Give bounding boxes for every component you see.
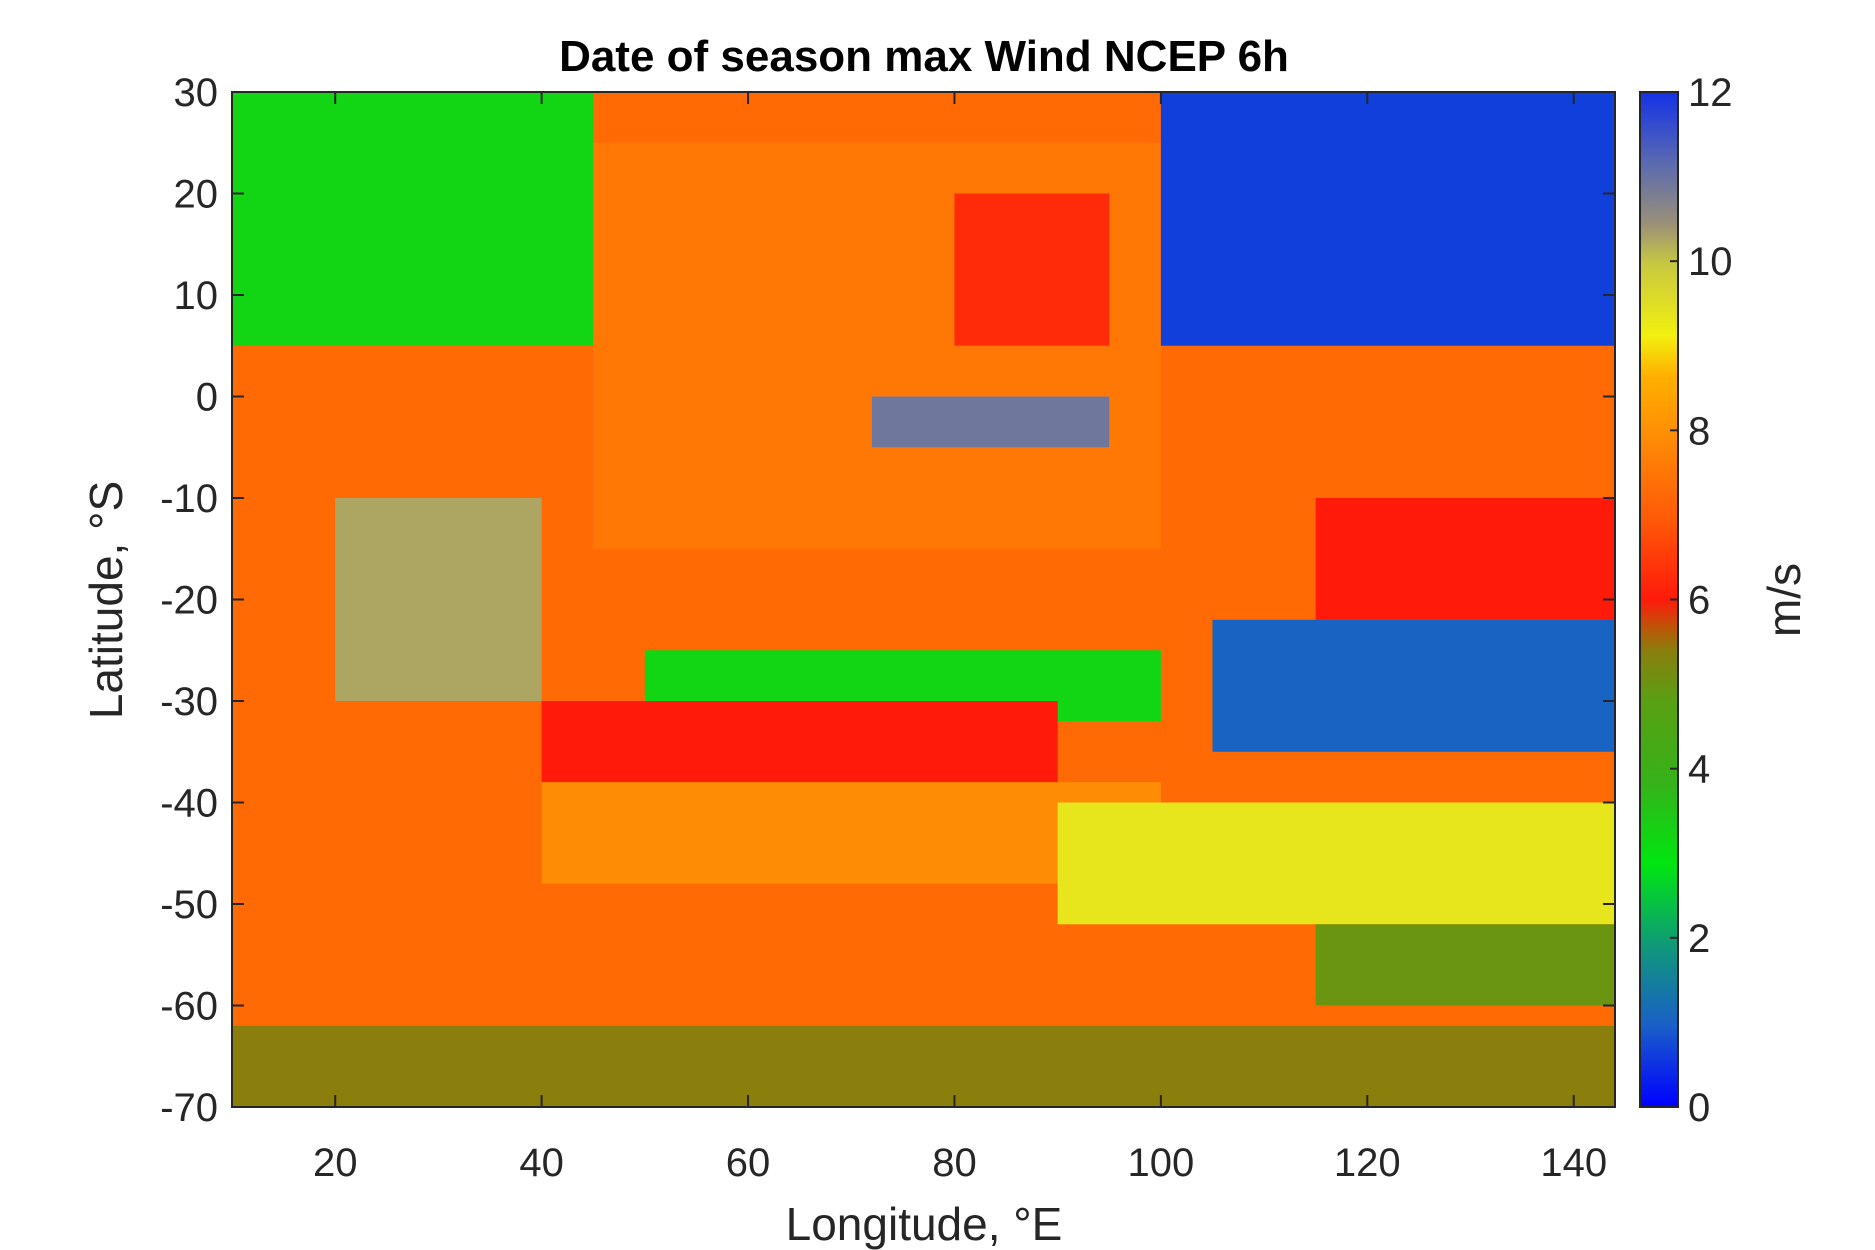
- heatmap-regions: [232, 92, 1615, 1107]
- colorbar-tick-label: 4: [1688, 748, 1710, 792]
- x-tick-label: 140: [1540, 1141, 1607, 1185]
- y-tick-label: 0: [196, 376, 218, 420]
- heatmap-cell: [335, 498, 542, 701]
- heatmap-cell: [232, 92, 594, 346]
- x-tick-label: 100: [1128, 1141, 1195, 1185]
- heatmap-cell: [1315, 498, 1615, 620]
- colorbar-label: m/s: [1758, 563, 1810, 637]
- heatmap-cell: [1212, 619, 1615, 752]
- colorbar-ticks: 0 2 4 6 8 10 12: [1670, 71, 1733, 1130]
- x-tick-label: 40: [519, 1141, 564, 1185]
- y-tick-label: -70: [160, 1086, 218, 1130]
- y-tick-label: -40: [160, 782, 218, 826]
- colorbar-tick-label: 12: [1688, 71, 1733, 115]
- heatmap-cell: [871, 396, 1110, 448]
- heatmap-cell: [1057, 802, 1615, 925]
- y-tick-label: -60: [160, 985, 218, 1029]
- heatmap-cell: [232, 1025, 1615, 1107]
- y-axis-label: Latitude, °S: [80, 481, 132, 719]
- colorbar-tick-label: 8: [1688, 409, 1710, 453]
- x-tick-label: 20: [313, 1141, 358, 1185]
- colorbar-tick-label: 10: [1688, 240, 1733, 284]
- heatmap-cell: [541, 701, 1058, 783]
- heatmap-cell: [954, 193, 1110, 346]
- y-tick-label: -50: [160, 883, 218, 927]
- y-tick-label: 10: [174, 274, 219, 318]
- colorbar-tick-label: 2: [1688, 917, 1710, 961]
- x-axis: 20 40 60 80 100 120 140: [313, 92, 1607, 1185]
- colorbar-tick-label: 6: [1688, 579, 1710, 623]
- chart-title: Date of season max Wind NCEP 6h: [559, 32, 1289, 81]
- y-tick-label: -30: [160, 680, 218, 724]
- y-axis: 30 20 10 0 -10 -20 -30 -40 -50 -60 -70: [160, 71, 1615, 1130]
- y-tick-label: 30: [174, 71, 219, 115]
- x-tick-label: 120: [1334, 1141, 1401, 1185]
- y-tick-label: -10: [160, 477, 218, 521]
- y-tick-label: 20: [174, 173, 219, 217]
- x-tick-label: 60: [726, 1141, 771, 1185]
- y-tick-label: -20: [160, 579, 218, 623]
- x-tick-label: 80: [932, 1141, 977, 1185]
- heatmap-cell: [1315, 924, 1615, 1006]
- x-axis-label: Longitude, °E: [786, 1198, 1063, 1250]
- heatmap-cell: [1160, 92, 1615, 346]
- colorbar-tick-label: 0: [1688, 1086, 1710, 1130]
